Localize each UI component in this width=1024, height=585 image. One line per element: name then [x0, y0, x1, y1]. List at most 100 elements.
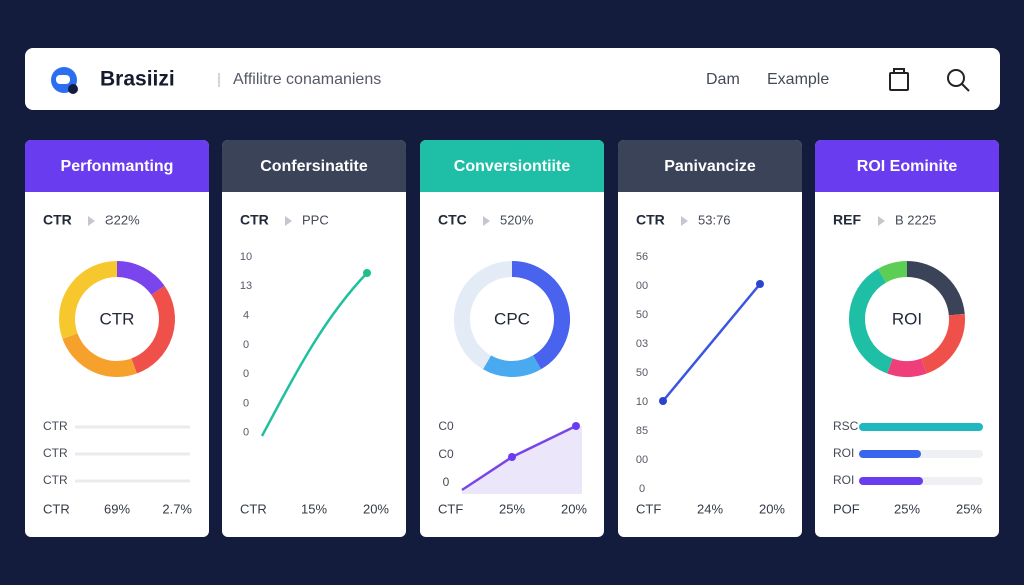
top-bar-graphics: Brasiizi Affilitre conamaniens Dam Examp… — [51, 67, 970, 94]
area-point — [508, 453, 516, 461]
card-graphics: Perfonmanting CTR Ƨ22% CTR CTR CTR CTR CTR 69% 2.… — [25, 140, 209, 516]
donut-segment — [454, 261, 513, 370]
donut-segment — [131, 285, 175, 374]
card-title: Conversiontiite — [454, 158, 571, 175]
row-label: CTR — [43, 473, 68, 487]
row-label: ROI — [833, 446, 854, 460]
axis-label: 00 — [636, 454, 648, 466]
metric-value: 520% — [500, 212, 534, 227]
axis-label: 0 — [243, 427, 249, 439]
axis-label: 0 — [243, 368, 249, 380]
donut-segment — [878, 261, 908, 283]
footer-label: CTF — [438, 501, 463, 516]
donut-segment — [116, 261, 165, 296]
axis-label: 0 — [443, 475, 450, 489]
card-title: Panivancize — [664, 158, 756, 175]
metric-label: REF — [833, 212, 861, 228]
card: Confersinatite CTR PPC 10 13 4 0 0 0 0 CTR 15% 20% — [222, 140, 406, 537]
axis-label: 10 — [636, 396, 648, 408]
donut-segment — [921, 313, 965, 374]
donut-label: CTR — [100, 309, 135, 328]
axis-label: 03 — [636, 338, 648, 350]
area-fill — [462, 426, 582, 494]
donut-segment — [511, 261, 570, 370]
footer-label: CTR — [43, 501, 70, 516]
footer-value: 20% — [561, 501, 587, 516]
footer-value: 20% — [363, 501, 389, 516]
trend-line — [260, 272, 368, 437]
card-header — [222, 140, 406, 192]
area-point — [572, 422, 580, 430]
card-header — [815, 140, 999, 192]
bag-icon[interactable] — [889, 68, 909, 91]
brand: Brasiizi — [100, 68, 175, 91]
card-header — [25, 140, 209, 192]
donut-segment — [483, 355, 541, 377]
metric-label: CTR — [636, 212, 665, 228]
trend-point — [756, 280, 764, 288]
trend-point — [659, 397, 667, 405]
axis-label: 0 — [243, 397, 249, 409]
footer-label: CTF — [636, 501, 661, 516]
donut-segment — [849, 268, 893, 374]
top-bar: Brasiizi Affilitre conamaniens Dam Examp… — [25, 48, 1000, 110]
axis-label: 50 — [636, 367, 648, 379]
axis-label: 10 — [240, 251, 252, 263]
metric-value: B 2225 — [895, 212, 936, 227]
donut-segment — [906, 261, 965, 316]
axis-label: 0 — [243, 339, 249, 351]
nav-link[interactable]: Example — [767, 71, 829, 88]
card-title: Perfonmanting — [61, 158, 174, 175]
metric-arrow — [681, 216, 688, 226]
axis-label: 00 — [636, 280, 648, 292]
metric-label: CTR — [43, 212, 72, 228]
card-title: ROI Eominite — [857, 158, 958, 175]
trend-line — [662, 283, 761, 402]
metric-arrow — [878, 216, 885, 226]
metric-arrow — [285, 216, 292, 226]
footer-value: 25% — [894, 501, 920, 516]
footer-label: POF — [833, 501, 860, 516]
donut-segment — [62, 333, 137, 377]
donut-label: CPC — [494, 309, 530, 328]
footer-value: 2.7% — [162, 501, 192, 516]
subtitle: Affilitre conamaniens — [233, 71, 381, 88]
donut-segment — [59, 261, 118, 339]
axis-label: 50 — [636, 309, 648, 321]
card: ROI Eominite REF B 2225 ROI RSC ROI ROI POF 25% 2… — [815, 140, 999, 537]
nav-link[interactable]: Dam — [706, 71, 740, 88]
row-label: RSC — [833, 419, 859, 433]
metric-label: CTR — [240, 212, 269, 228]
card-title: Confersinatite — [260, 158, 368, 175]
axis-label: 56 — [636, 251, 648, 263]
footer-value: 15% — [301, 501, 327, 516]
axis-label: 13 — [240, 280, 252, 292]
search-icon[interactable] — [947, 69, 970, 92]
card: Panivancize CTR 53:76 56 00 50 03 50 10 85 00 0 CTF 2… — [618, 140, 802, 537]
footer-value: 25% — [956, 501, 982, 516]
donut-segment — [887, 358, 927, 377]
donut-label: ROI — [892, 309, 922, 328]
footer-value: 24% — [697, 501, 723, 516]
metric-value: 53:76 — [698, 212, 731, 227]
card-graphics: Confersinatite CTR PPC 10 13 4 0 0 0 0 CTR 15% 20% — [222, 140, 406, 516]
footer-label: CTR — [240, 501, 267, 516]
row-label: ROI — [833, 473, 854, 487]
axis-label: C0 — [438, 447, 454, 461]
logo-mark — [56, 75, 70, 84]
logo-dot — [68, 84, 78, 94]
row-label: CTR — [43, 446, 68, 460]
metric-value: Ƨ22% — [105, 212, 140, 227]
footer-value: 20% — [759, 501, 785, 516]
footer-value: 25% — [499, 501, 525, 516]
axis-label: 0 — [639, 483, 645, 495]
metric-arrow — [483, 216, 490, 226]
card-header — [618, 140, 802, 192]
metric-value: PPC — [302, 212, 329, 227]
card: Perfonmanting CTR Ƨ22% CTR CTR CTR CTR CTR 69% 2.… — [25, 140, 209, 537]
card-graphics: ROI Eominite REF B 2225 ROI RSC ROI ROI POF 25% 2… — [815, 140, 999, 516]
axis-label: C0 — [438, 419, 454, 433]
